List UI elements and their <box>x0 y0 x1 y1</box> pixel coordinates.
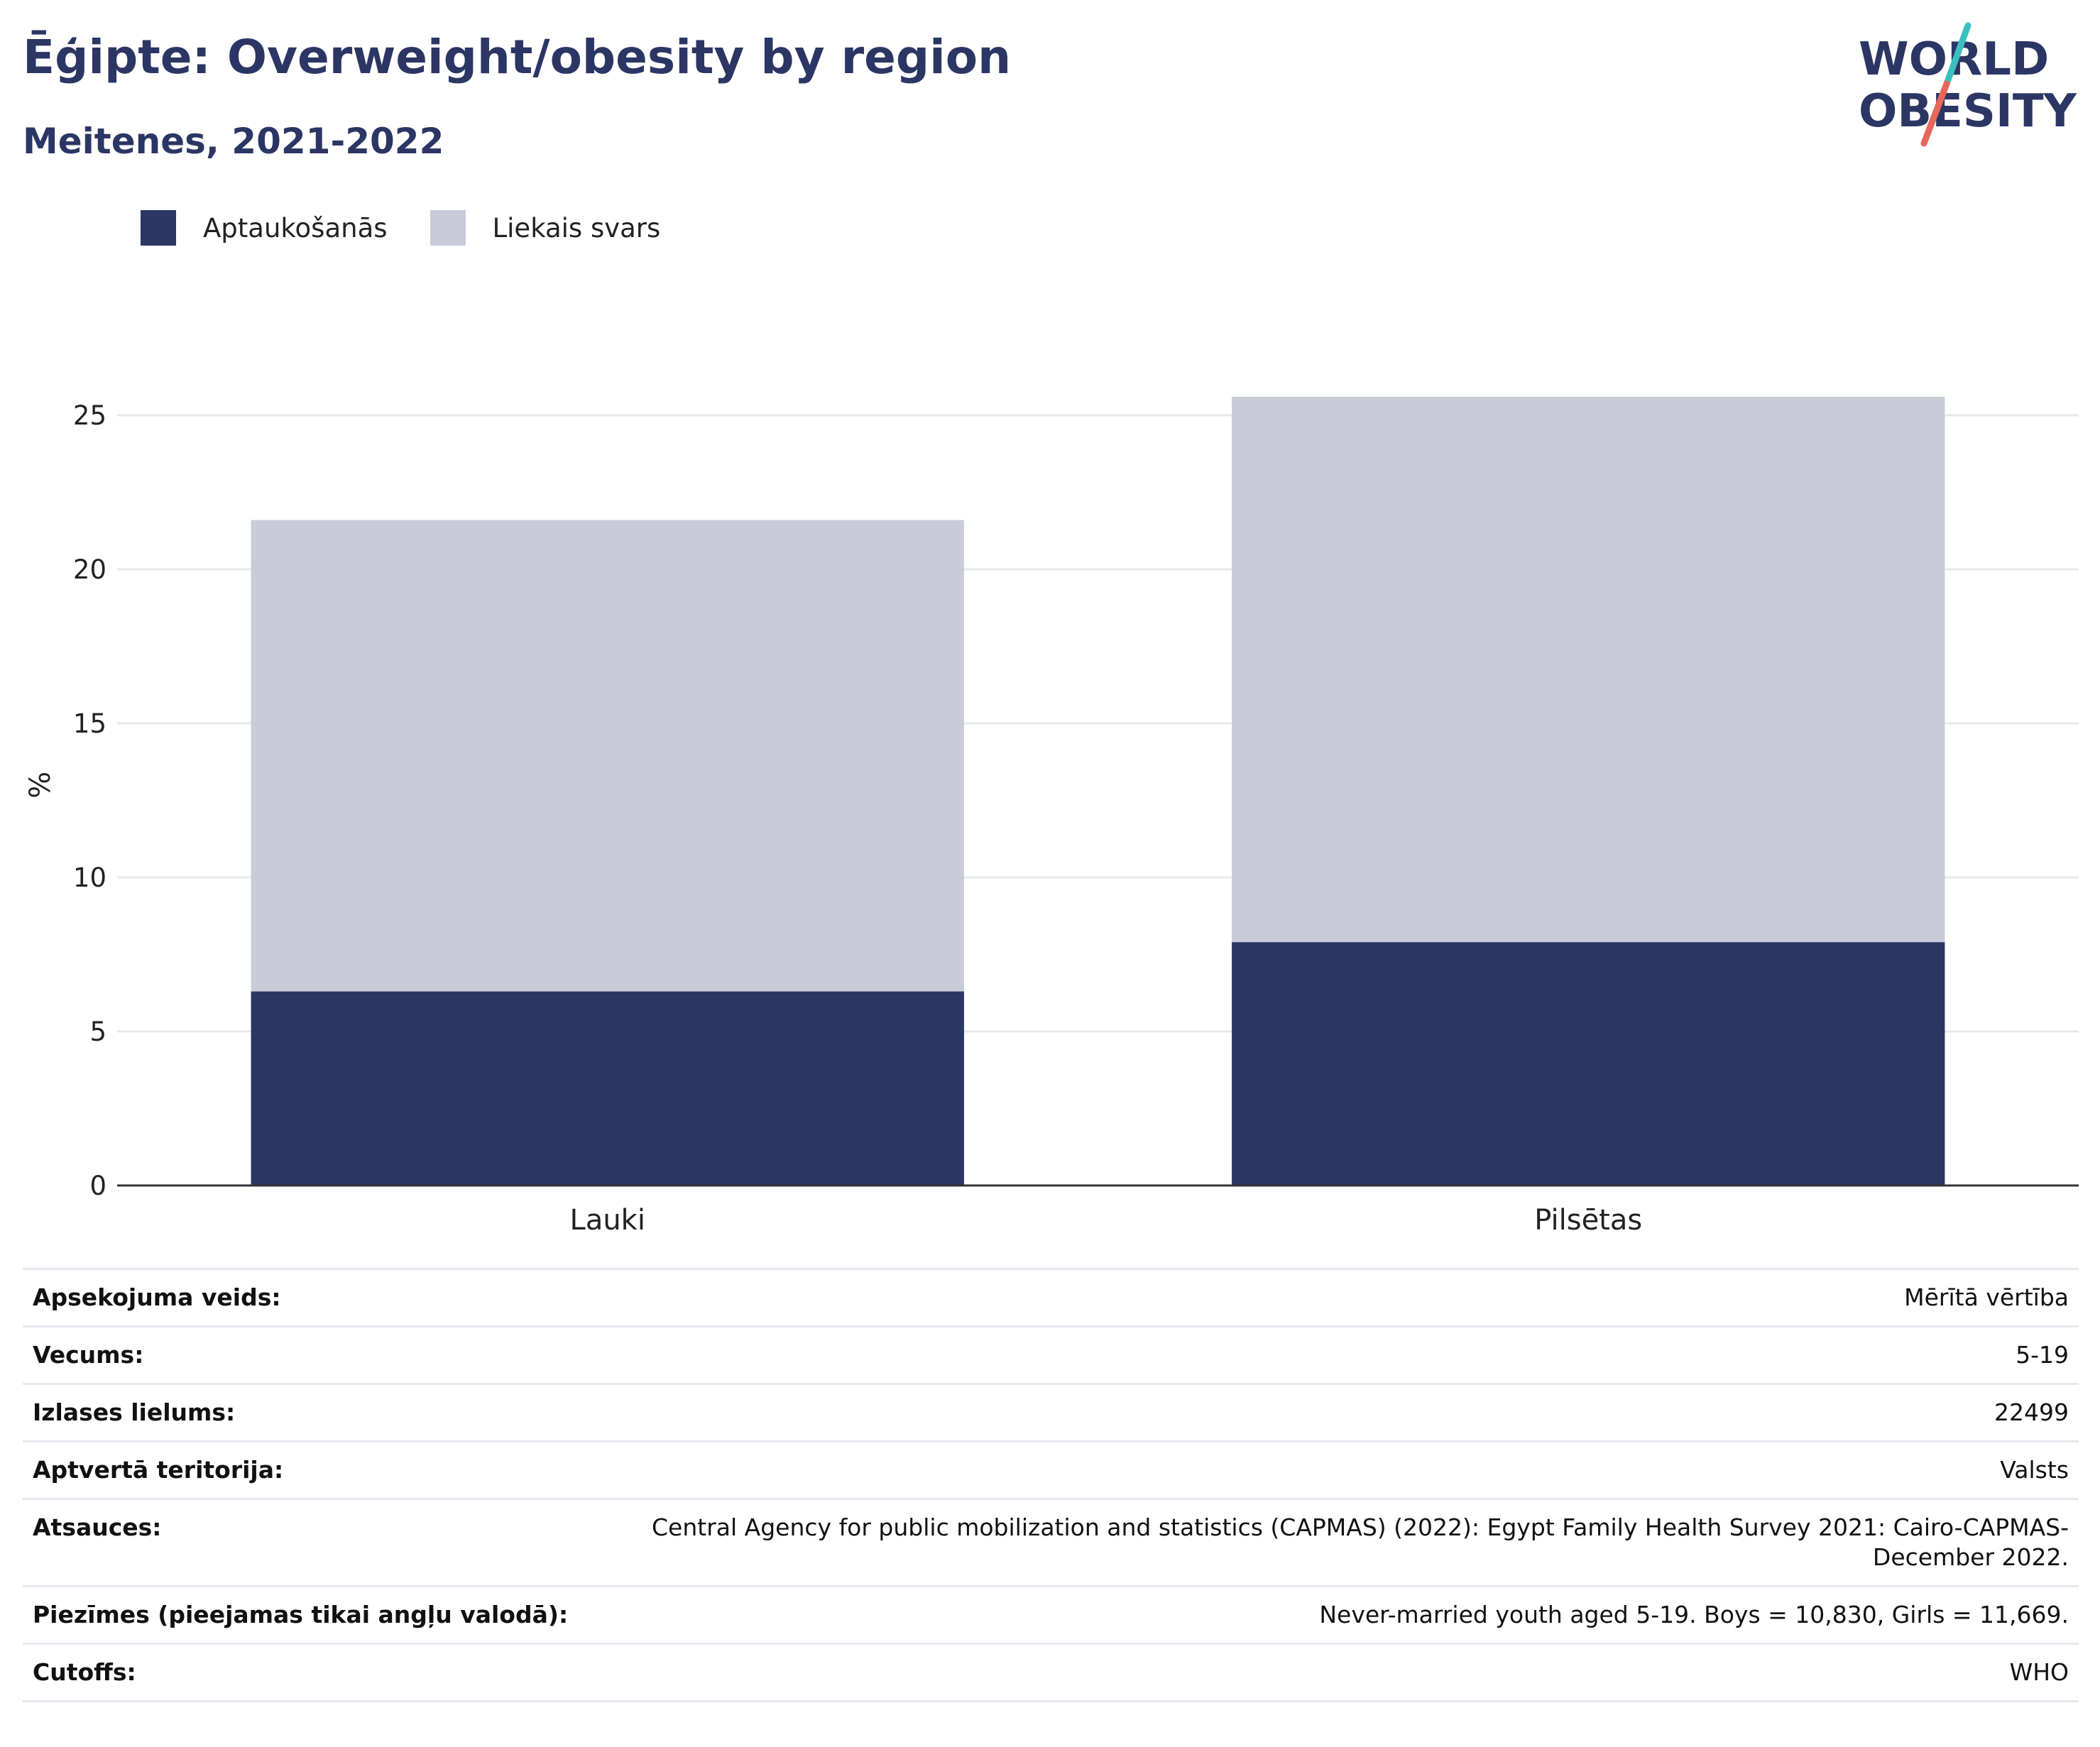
legend-label-obesity: Aptaukošanās <box>203 212 388 243</box>
info-key: Vecums: <box>33 1341 144 1369</box>
x-tick-label: Pilsētas <box>1534 1204 1642 1237</box>
chart-subtitle: Meitenes, 2021-2022 <box>23 121 444 162</box>
legend-item-overweight[interactable]: Liekais svars <box>430 210 661 246</box>
bar-overweight <box>1232 396 1945 943</box>
info-value: Valsts <box>2000 1456 2069 1484</box>
y-tick-label: 0 <box>89 1171 106 1201</box>
legend: Aptaukošanās Liekais svars <box>141 210 703 246</box>
world-obesity-logo: WORLD OBESITY <box>1859 22 2077 147</box>
info-row: Cutoffs: WHO <box>23 1644 2079 1702</box>
logo-slash-top <box>1943 22 1972 87</box>
bar-obesity <box>1232 942 1945 1185</box>
info-value: 5-19 <box>2016 1341 2069 1369</box>
info-key: Atsauces: <box>33 1513 162 1541</box>
info-key: Aptvertā teritorija: <box>33 1456 284 1484</box>
info-row: Vecums: 5-19 <box>23 1327 2079 1384</box>
info-key: Apsekojuma veids: <box>33 1283 281 1311</box>
info-key: Izlases lielums: <box>33 1398 236 1426</box>
info-value: WHO <box>2009 1658 2069 1686</box>
y-tick-label: 5 <box>89 1017 106 1047</box>
bar-overweight <box>251 520 964 992</box>
info-row: Aptvertā teritorija: Valsts <box>23 1442 2079 1499</box>
info-key: Piezīmes (pieejamas tikai angļu valodā): <box>33 1601 569 1628</box>
y-axis-label: % <box>24 772 57 799</box>
y-tick-label: 20 <box>73 554 106 585</box>
logo-line-2: OBESITY <box>1859 85 2077 138</box>
info-key: Cutoffs: <box>33 1658 136 1686</box>
bar-obesity <box>251 991 964 1185</box>
legend-swatch-obesity <box>141 210 176 246</box>
info-row: Piezīmes (pieejamas tikai angļu valodā):… <box>23 1587 2079 1644</box>
info-value: Mērītā vērtība <box>1904 1283 2069 1311</box>
y-tick-label: 10 <box>73 862 106 893</box>
info-table: Apsekojuma veids: Mērītā vērtība Vecums: 5-… <box>23 1268 2079 1702</box>
logo-slash-bottom <box>1920 80 1950 147</box>
legend-swatch-overweight <box>430 210 466 246</box>
legend-item-obesity[interactable]: Aptaukošanās <box>141 210 388 246</box>
y-tick-label: 15 <box>73 708 106 739</box>
info-value: 22499 <box>1994 1398 2069 1426</box>
stacked-bar-chart: 0 5 10 15 20 25% Lauki Pilsētas <box>24 396 2079 1237</box>
info-row: Apsekojuma veids: Mērītā vērtība <box>23 1269 2079 1327</box>
x-tick-label: Lauki <box>570 1204 645 1237</box>
info-value: Central Agency for public mobilization a… <box>652 1513 2069 1571</box>
chart-title: Ēģipte: Overweight/obesity by region <box>23 30 1012 84</box>
info-row: Atsauces: Central Agency for public mobil… <box>23 1499 2079 1587</box>
info-row: Izlases lielums: 22499 <box>23 1384 2079 1442</box>
info-value: Never-married youth aged 5-19. Boys = 10… <box>1319 1601 2069 1628</box>
y-tick-label: 25 <box>73 400 106 431</box>
legend-label-overweight: Liekais svars <box>492 212 661 243</box>
